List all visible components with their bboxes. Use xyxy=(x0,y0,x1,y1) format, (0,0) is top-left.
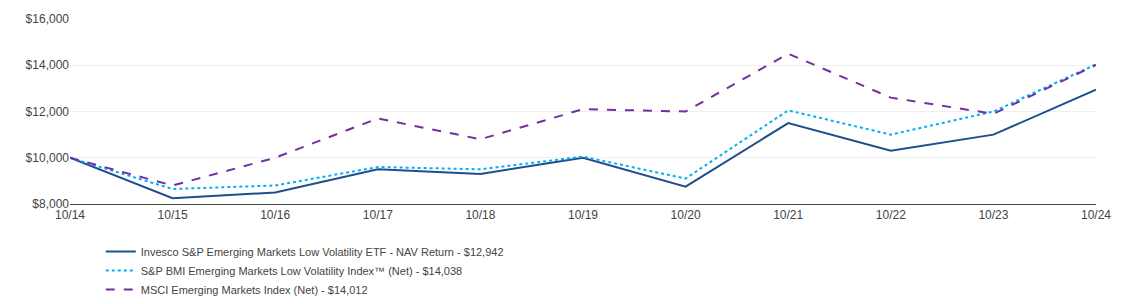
svg-text:10/14: 10/14 xyxy=(55,208,85,222)
svg-text:10/21: 10/21 xyxy=(773,208,803,222)
svg-text:$12,000: $12,000 xyxy=(26,105,70,119)
svg-text:10/17: 10/17 xyxy=(363,208,393,222)
svg-text:$8,000: $8,000 xyxy=(32,197,69,211)
svg-text:10/18: 10/18 xyxy=(465,208,495,222)
svg-text:MSCI Emerging Markets Index (N: MSCI Emerging Markets Index (Net) - $14,… xyxy=(141,284,368,296)
svg-text:10/23: 10/23 xyxy=(978,208,1008,222)
svg-text:10/16: 10/16 xyxy=(260,208,290,222)
svg-text:S&P BMI Emerging Markets Low V: S&P BMI Emerging Markets Low Volatility … xyxy=(141,265,462,277)
svg-text:10/24: 10/24 xyxy=(1081,208,1111,222)
svg-text:$10,000: $10,000 xyxy=(26,151,70,165)
svg-text:10/15: 10/15 xyxy=(158,208,188,222)
svg-text:10/20: 10/20 xyxy=(671,208,701,222)
svg-text:10/19: 10/19 xyxy=(568,208,598,222)
svg-text:$14,000: $14,000 xyxy=(26,58,70,72)
svg-text:10/22: 10/22 xyxy=(876,208,906,222)
svg-text:Invesco S&P Emerging Markets L: Invesco S&P Emerging Markets Low Volatil… xyxy=(141,246,504,258)
svg-text:$16,000: $16,000 xyxy=(26,12,70,26)
